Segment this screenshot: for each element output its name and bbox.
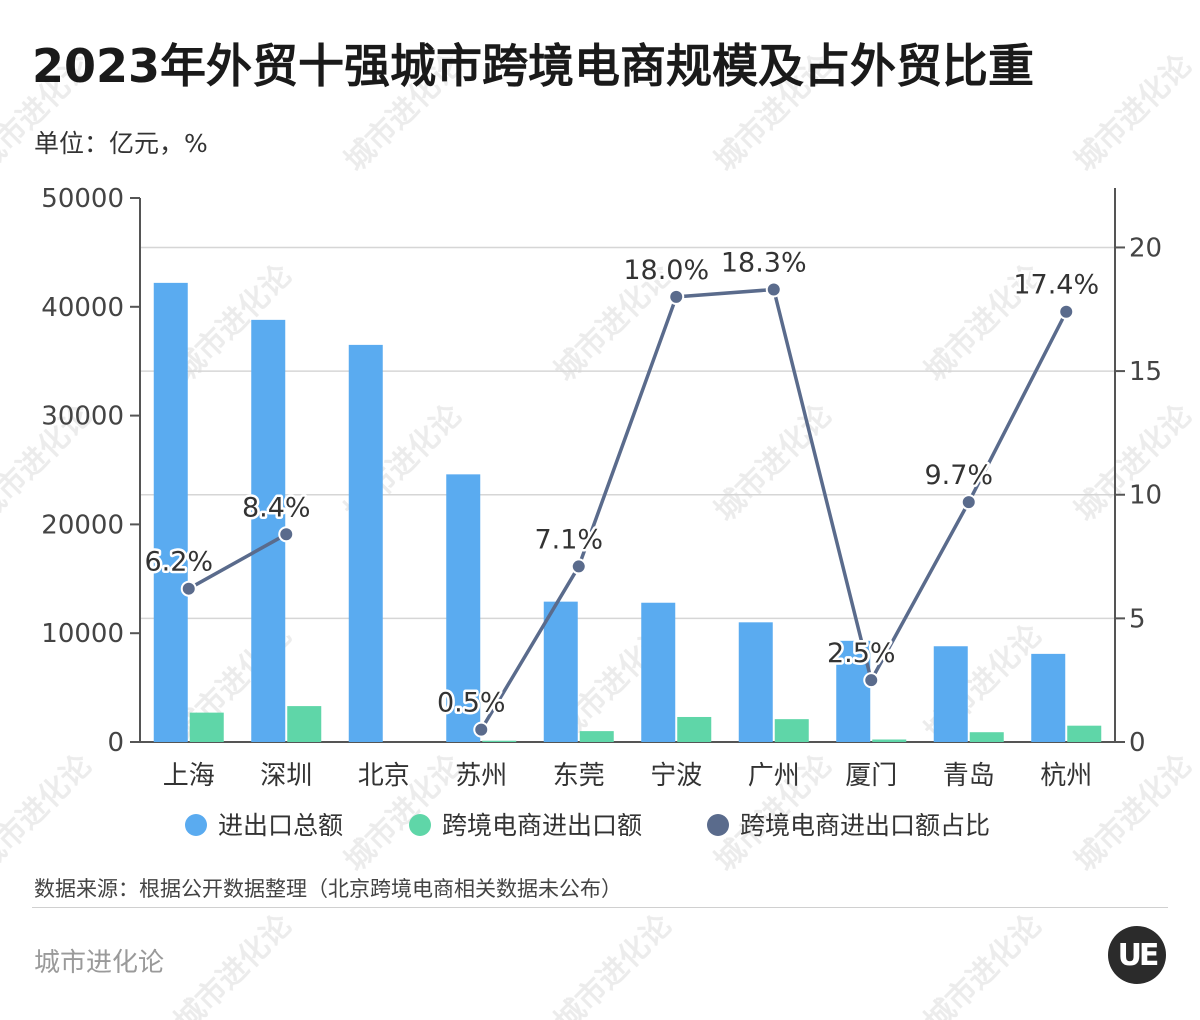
- ratio-data-label: 8.4%: [242, 492, 311, 523]
- left-tick-label: 30000: [41, 402, 124, 432]
- bar-total-trade: [446, 474, 481, 742]
- bar-cross-border-ecommerce: [482, 740, 517, 742]
- ratio-data-label: 7.1%: [534, 524, 603, 555]
- bar-total-trade: [641, 602, 676, 742]
- left-tick-label: 40000: [41, 293, 124, 323]
- right-tick-label: 15: [1129, 357, 1162, 387]
- category-label: 杭州: [1040, 761, 1092, 791]
- ratio-point: [570, 558, 587, 575]
- ratio-data-label: 18.3%: [721, 247, 807, 278]
- ratio-line-segment: [187, 532, 288, 591]
- watermark-text: 城市进化论: [1068, 47, 1200, 179]
- ratio-data-label: 6.2%: [144, 547, 213, 578]
- footer-divider: [32, 907, 1168, 908]
- data-labels: 6.2% 8.4% 0.5% 7.1% 18.0% 18.3% 2.5% 9.7% 17.4%: [142, 245, 1102, 721]
- watermark-text: 城市进化论: [0, 747, 99, 879]
- category-label: 厦门: [845, 761, 897, 791]
- gridlines: [140, 246, 1115, 620]
- bar-total-trade: [348, 344, 383, 742]
- watermark-text: 城市进化论: [918, 907, 1050, 1020]
- ratio-point: [765, 281, 782, 298]
- bar-cross-border-ecommerce: [1067, 725, 1102, 742]
- right-tick-label: 5: [1129, 604, 1146, 634]
- ratio-point: [863, 672, 880, 689]
- legend-label: 跨境电商进出口额占比: [740, 811, 990, 840]
- category-label: 深圳: [260, 761, 312, 791]
- legend-swatch: [409, 814, 431, 836]
- unit-label: 单位：亿元，%: [34, 129, 208, 158]
- watermark-text: 城市进化论: [708, 397, 840, 529]
- source-note: 数据来源：根据公开数据整理（北京跨境电商相关数据未公布）: [34, 877, 622, 901]
- watermark-text: 城市进化论: [548, 907, 680, 1020]
- left-tick-label: 20000: [41, 510, 124, 540]
- legend-swatch: [185, 814, 207, 836]
- left-tick-label: 0: [107, 728, 124, 758]
- left-tick-label: 10000: [41, 619, 124, 649]
- bar-total-trade: [153, 282, 188, 742]
- watermark-text: 城市进化论: [338, 47, 470, 179]
- ratio-data-label: 0.5%: [437, 688, 506, 719]
- ratio-data-label: 18.0%: [623, 255, 709, 286]
- category-label: 上海: [163, 761, 215, 791]
- bar-cross-border-ecommerce: [579, 731, 614, 742]
- ratio-point: [278, 526, 295, 543]
- brand-logo: UE: [1108, 926, 1166, 984]
- bar-total-trade: [1031, 653, 1066, 742]
- category-label: 宁波: [650, 761, 702, 791]
- ratio-point: [473, 721, 490, 738]
- chart-title: 2023年外贸十强城市跨境电商规模及占外贸比重: [32, 39, 1035, 93]
- ratio-point: [668, 288, 685, 305]
- watermark-text: 城市进化论: [0, 47, 99, 179]
- bar-total-trade: [738, 622, 773, 742]
- bar-cross-border-ecommerce: [969, 732, 1004, 742]
- legend-label: 进出口总额: [218, 811, 343, 840]
- category-label: 苏州: [455, 761, 507, 791]
- axes: 0 10000 20000 30000 40000 50000 0 5 10 15 20 上海 深圳 北京…: [41, 184, 1162, 791]
- legend-label: 跨境电商进出口额: [442, 811, 642, 840]
- bar-cross-border-ecommerce: [287, 706, 322, 742]
- bar-cross-border-ecommerce: [774, 719, 809, 742]
- ratio-data-label: 17.4%: [1013, 270, 1099, 301]
- bar-cross-border-ecommerce: [872, 739, 907, 742]
- legend-swatch: [707, 814, 729, 836]
- right-tick-label: 0: [1129, 728, 1146, 758]
- right-tick-label: 10: [1129, 481, 1162, 511]
- ratio-point: [1058, 303, 1075, 320]
- ratio-data-label: 9.7%: [924, 460, 993, 491]
- watermark-text: 城市进化论: [708, 47, 840, 179]
- bar-cross-border-ecommerce: [189, 712, 224, 742]
- category-label: 东莞: [553, 761, 605, 791]
- ratio-line: [180, 281, 1075, 738]
- right-tick-label: 20: [1129, 233, 1162, 263]
- ratio-point: [960, 494, 977, 511]
- category-label: 青岛: [943, 761, 995, 791]
- brand-name: 城市进化论: [34, 948, 165, 978]
- watermark-text: 城市进化论: [168, 907, 300, 1020]
- bar-total-trade: [933, 646, 968, 742]
- category-label: 广州: [748, 761, 800, 791]
- ratio-data-label: 2.5%: [827, 638, 896, 669]
- category-label: 北京: [358, 761, 410, 791]
- bar-cross-border-ecommerce: [677, 716, 712, 742]
- left-tick-label: 50000: [41, 184, 124, 214]
- bar-total-trade: [543, 601, 578, 742]
- legend: 进出口总额 跨境电商进出口额 跨境电商进出口额占比: [185, 811, 990, 840]
- ratio-point: [180, 580, 197, 597]
